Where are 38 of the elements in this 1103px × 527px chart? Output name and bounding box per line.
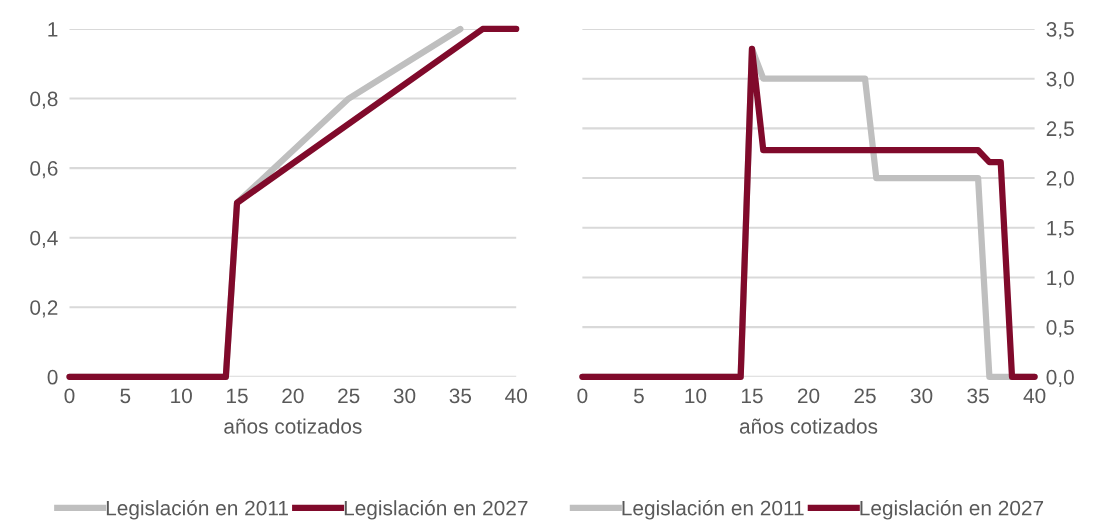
y-tick-label: 1 xyxy=(48,22,58,37)
legend-label: Legislación en 2027 xyxy=(860,499,1044,520)
x-tick-label: 30 xyxy=(393,388,416,404)
y2-tick-label: 3,0 xyxy=(1046,71,1074,89)
x-tick-label: 35 xyxy=(449,388,472,404)
x-tick-label: 5 xyxy=(633,388,644,404)
x-tick-label: 25 xyxy=(854,388,876,404)
x-tick-label: 10 xyxy=(685,388,707,404)
x-tick-label: 5 xyxy=(120,388,131,404)
y-tick-label: 0,6 xyxy=(30,161,58,179)
x-tick-label: 20 xyxy=(797,388,820,404)
legend-label: Legislación en 2011 xyxy=(106,499,288,520)
y-tick-label: 0 xyxy=(47,369,58,385)
x-tick-label: 35 xyxy=(967,388,989,404)
x-tick-label: 15 xyxy=(741,388,763,404)
x-axis-title: años cotizados xyxy=(224,418,362,434)
y-tick-label: 0,2 xyxy=(30,300,58,318)
y-tick-label: 0,4 xyxy=(30,230,58,248)
x-tick-label: 40 xyxy=(505,388,527,404)
x-tick-label: 30 xyxy=(910,388,933,404)
legend-label: Legislación en 2027 xyxy=(344,499,528,520)
y2-tick-label: 2,0 xyxy=(1046,171,1074,189)
x-tick-label: 15 xyxy=(227,388,248,404)
x-tick-label: 0 xyxy=(577,388,588,404)
legend-label: Legislación en 2011 xyxy=(622,499,804,520)
x-tick-label: 40 xyxy=(1023,388,1046,404)
y2-tick-label: 1,0 xyxy=(1047,270,1074,288)
x-tick-label: 25 xyxy=(338,388,360,404)
x-tick-label: 0 xyxy=(64,388,75,404)
y2-tick-label: 1,5 xyxy=(1047,220,1074,238)
x-tick-label: 10 xyxy=(171,388,192,404)
y2-tick-label: 3,5 xyxy=(1046,21,1074,40)
y2-tick-label: 2,5 xyxy=(1046,121,1074,139)
y2-tick-label: 0,0 xyxy=(1046,369,1074,388)
x-axis-title: años cotizados xyxy=(739,418,878,434)
y2-tick-label: 0,5 xyxy=(1046,320,1074,338)
x-tick-label: 20 xyxy=(282,388,304,404)
y-tick-label: 0,8 xyxy=(30,91,58,109)
